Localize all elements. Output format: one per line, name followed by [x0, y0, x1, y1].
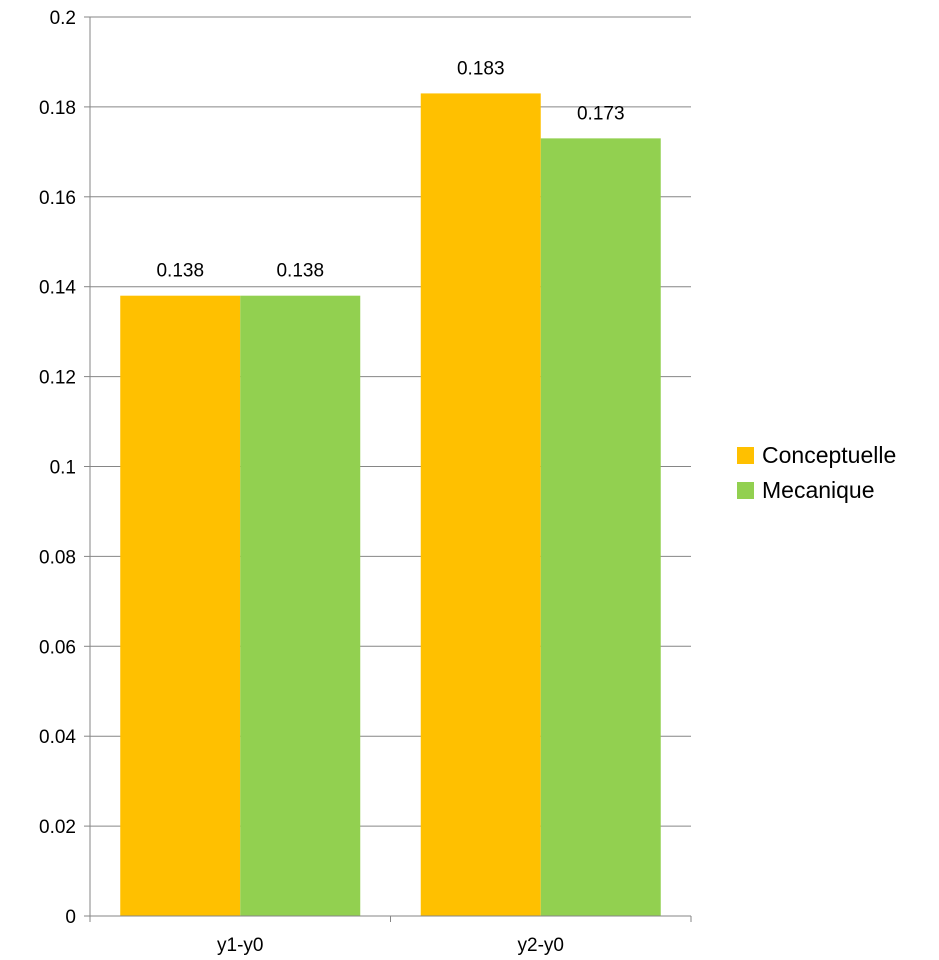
data-label: 0.183 [457, 58, 505, 79]
data-label: 0.138 [276, 261, 324, 282]
y-tick-label: 0.14 [39, 278, 76, 299]
legend-swatch-mecanique [737, 482, 754, 499]
y-tick-label: 0.06 [39, 637, 76, 658]
bars [120, 93, 661, 917]
y-tick-label: 0.18 [39, 98, 76, 119]
data-labels: 0.138 0.138 0.183 0.173 [156, 58, 624, 281]
x-tick-label: y2-y0 [518, 935, 564, 956]
bar-conceptuelle-y1-y0 [120, 295, 241, 916]
y-tick-label: 0.04 [39, 727, 76, 748]
y-tick-label: 0.12 [39, 368, 76, 389]
bar-conceptuelle-y2-y0 [420, 93, 541, 917]
y-tick-label: 0.08 [39, 547, 76, 568]
bar-mecanique-y2-y0 [540, 138, 661, 917]
legend-label-conceptuelle: Conceptuelle [762, 442, 896, 468]
y-tick-label: 0.02 [39, 817, 76, 838]
data-label: 0.138 [156, 261, 204, 282]
legend-swatch-conceptuelle [737, 447, 754, 464]
y-tick-label: 0.16 [39, 188, 76, 209]
y-tick-label: 0.2 [50, 8, 76, 29]
y-tick-label: 0 [65, 907, 76, 928]
bar-mecanique-y1-y0 [240, 295, 361, 916]
legend-label-mecanique: Mecanique [762, 477, 875, 503]
data-label: 0.173 [577, 103, 625, 124]
y-tick-label: 0.1 [50, 458, 76, 479]
x-tick-label: y1-y0 [217, 935, 263, 956]
axes: 0 0.02 0.04 0.06 0.08 0.1 0.12 0.14 0.16 0.18 0.2 y… [39, 8, 692, 956]
legend: Conceptuelle Mecanique [737, 442, 896, 503]
